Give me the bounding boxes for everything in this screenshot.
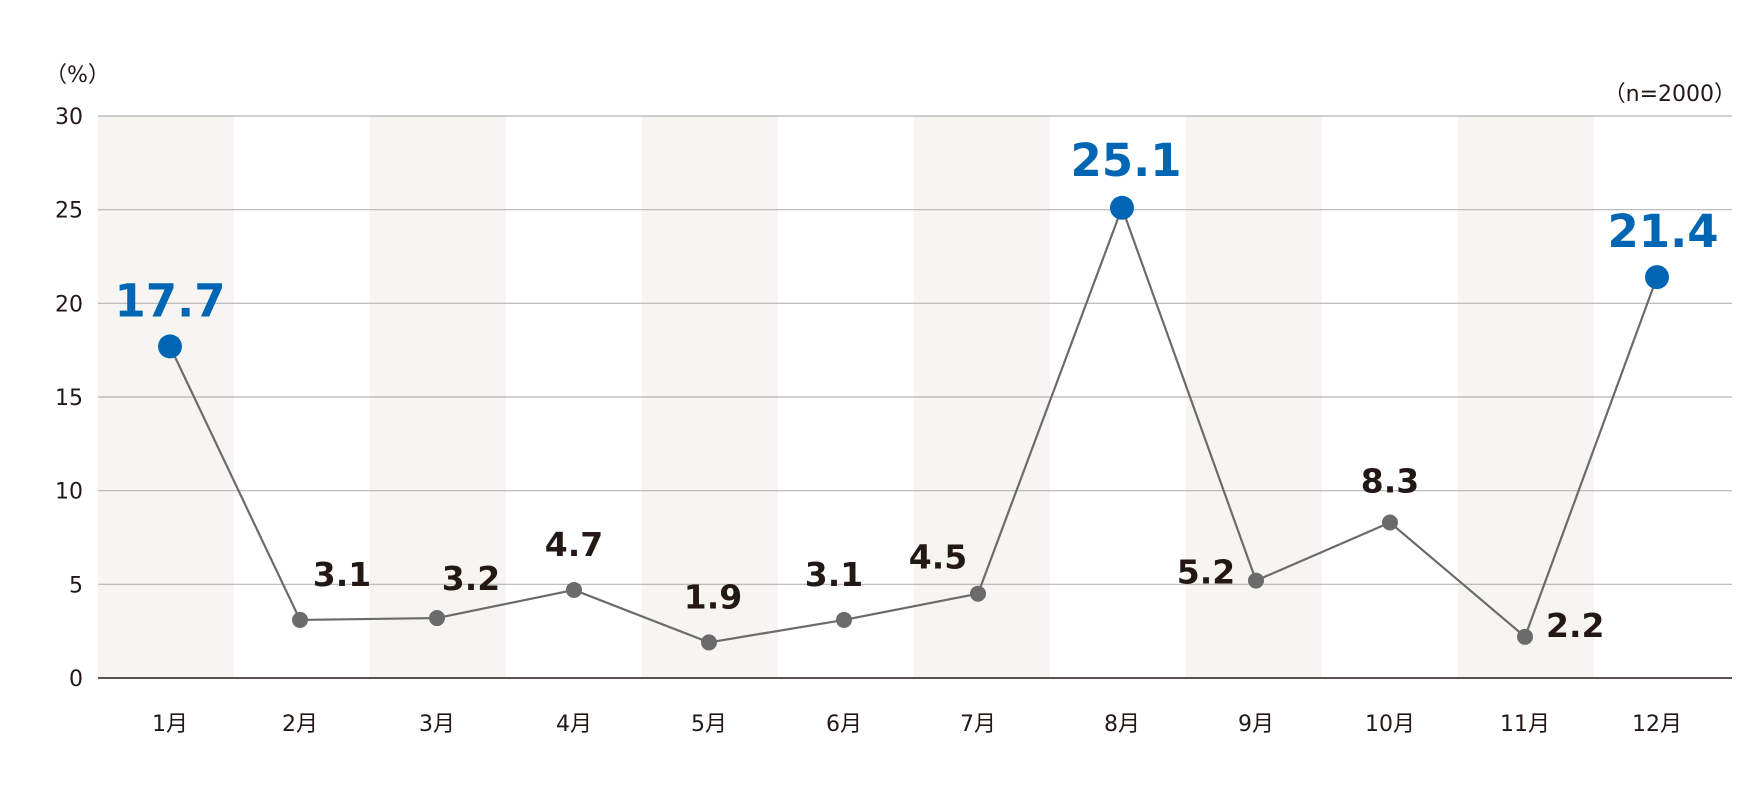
data-label-5: 1.9 [684, 577, 742, 616]
y-axis-unit-label: （%） [45, 63, 110, 88]
point-7 [970, 585, 986, 602]
x-tick-1: 1月 [152, 712, 188, 737]
data-label-12: 21.4 [1607, 205, 1718, 258]
x-tick-9: 9月 [1238, 712, 1274, 737]
point-12 [1645, 265, 1669, 290]
x-tick-4: 4月 [556, 712, 592, 737]
sample-size-label: （n=2000） [1604, 82, 1736, 107]
x-tick-6: 6月 [826, 712, 862, 737]
y-tick-15: 15 [55, 386, 83, 411]
point-8 [1110, 195, 1134, 220]
point-10 [1382, 514, 1398, 531]
data-labels: 17.7 3.1 3.2 4.7 1.9 3.1 4.5 25.1 5.2 8.3 2.2 21.4 [114, 134, 1718, 645]
x-tick-2: 2月 [282, 712, 318, 737]
data-label-9: 5.2 [1177, 553, 1235, 592]
point-3 [429, 610, 445, 627]
x-tick-8: 8月 [1104, 712, 1140, 737]
series-line-group [169, 206, 1659, 644]
x-tick-10: 10月 [1365, 712, 1415, 737]
data-label-7: 4.5 [909, 538, 967, 577]
data-label-3: 3.2 [442, 559, 500, 598]
point-4 [566, 581, 582, 598]
data-points [158, 195, 1669, 651]
y-axis-tick-labels: 0 5 10 15 20 25 30 [55, 105, 83, 692]
point-1 [158, 334, 182, 359]
y-tick-30: 30 [55, 105, 83, 130]
data-label-10: 8.3 [1361, 462, 1419, 501]
data-label-1: 17.7 [114, 274, 225, 327]
y-tick-25: 25 [55, 199, 83, 224]
x-tick-3: 3月 [419, 712, 455, 737]
data-label-6: 3.1 [805, 555, 863, 594]
data-label-2: 3.1 [313, 555, 371, 594]
point-9 [1248, 572, 1264, 589]
point-5 [701, 634, 717, 651]
x-tick-11: 11月 [1500, 712, 1550, 737]
y-tick-0: 0 [69, 667, 83, 692]
data-label-8: 25.1 [1070, 134, 1181, 187]
series-line [169, 206, 1659, 644]
point-11 [1517, 628, 1533, 645]
x-tick-12: 12月 [1632, 712, 1682, 737]
data-label-11: 2.2 [1546, 606, 1604, 645]
point-2 [292, 611, 308, 628]
data-label-4: 4.7 [545, 525, 603, 564]
y-tick-10: 10 [55, 480, 83, 505]
x-tick-5: 5月 [691, 712, 727, 737]
y-gridlines [98, 115, 1732, 679]
x-tick-7: 7月 [960, 712, 996, 737]
y-tick-5: 5 [69, 573, 83, 598]
y-tick-20: 20 [55, 292, 83, 317]
x-axis-tick-labels: 1月 2月 3月 4月 5月 6月 7月 8月 9月 10月 11月 12月 [152, 712, 1682, 737]
point-6 [836, 611, 852, 628]
